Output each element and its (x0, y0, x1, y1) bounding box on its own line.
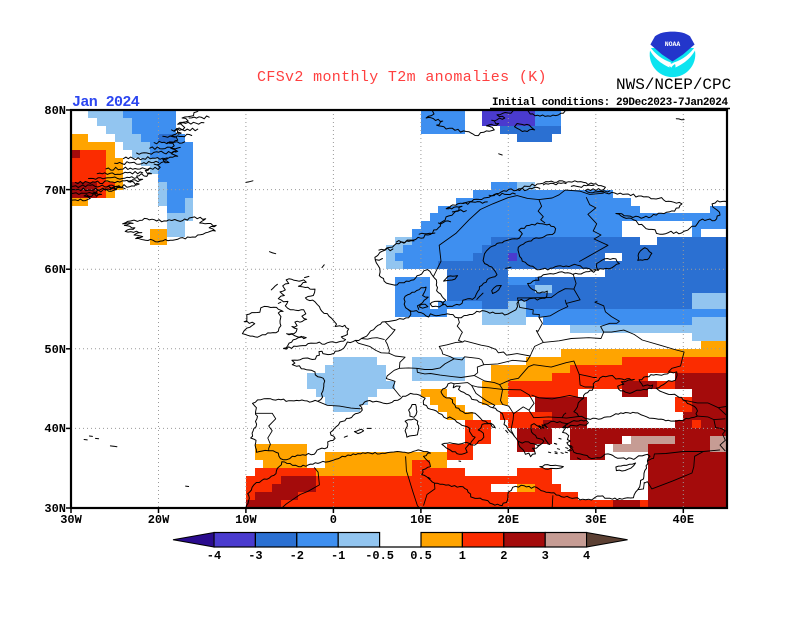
svg-text:50N: 50N (44, 343, 66, 357)
svg-text:10E: 10E (410, 513, 432, 527)
svg-text:10W: 10W (235, 513, 257, 527)
svg-text:40E: 40E (672, 513, 694, 527)
svg-text:70N: 70N (44, 184, 66, 198)
svg-text:CFSv2 monthly T2m anomalies (K: CFSv2 monthly T2m anomalies (K) (257, 69, 547, 86)
svg-text:40N: 40N (44, 422, 66, 436)
svg-text:NWS/NCEP/CPC: NWS/NCEP/CPC (616, 76, 731, 94)
svg-text:-1: -1 (331, 549, 345, 563)
svg-text:NOAA: NOAA (665, 41, 681, 48)
svg-text:Initial conditions: 29Dec2023-: Initial conditions: 29Dec2023-7Jan2024 (492, 97, 728, 109)
svg-text:30E: 30E (585, 513, 607, 527)
svg-text:3: 3 (542, 549, 549, 563)
svg-text:30N: 30N (44, 502, 66, 516)
svg-text:2: 2 (500, 549, 507, 563)
svg-text:Jan 2024: Jan 2024 (72, 94, 140, 111)
svg-text:4: 4 (583, 549, 590, 563)
svg-text:60N: 60N (44, 263, 66, 277)
svg-text:80N: 80N (44, 104, 66, 118)
svg-text:0: 0 (330, 513, 337, 527)
svg-text:-2: -2 (290, 549, 304, 563)
svg-text:0.5: 0.5 (410, 549, 432, 563)
svg-text:-4: -4 (207, 549, 221, 563)
svg-text:-3: -3 (248, 549, 262, 563)
svg-text:20W: 20W (148, 513, 170, 527)
svg-text:-0.5: -0.5 (365, 549, 394, 563)
svg-text:1: 1 (459, 549, 466, 563)
svg-text:20E: 20E (497, 513, 519, 527)
svg-text:30W: 30W (60, 513, 82, 527)
